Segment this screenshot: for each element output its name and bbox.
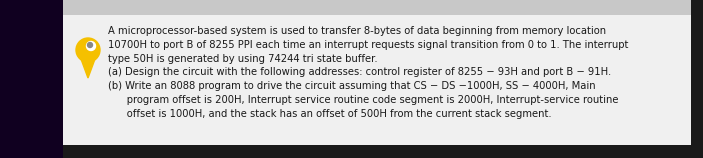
Text: (a) Design the circuit with the following addresses: control register of 8255 − : (a) Design the circuit with the followin… [108, 67, 611, 77]
Text: 10700H to port B of 8255 PPI each time an interrupt requests signal transition f: 10700H to port B of 8255 PPI each time a… [108, 40, 628, 50]
FancyBboxPatch shape [691, 0, 703, 158]
Circle shape [86, 42, 96, 51]
Polygon shape [79, 54, 97, 78]
FancyBboxPatch shape [0, 0, 63, 158]
Text: (b) Write an 8088 program to drive the circuit assuming that CS − DS −1000H, SS : (b) Write an 8088 program to drive the c… [108, 81, 595, 91]
FancyBboxPatch shape [63, 15, 691, 145]
Text: program offset is 200H, Interrupt service routine code segment is 2000H, Interru: program offset is 200H, Interrupt servic… [108, 95, 619, 105]
Text: type 50H is generated by using 74244 tri state buffer.: type 50H is generated by using 74244 tri… [108, 54, 378, 64]
Circle shape [76, 38, 100, 62]
Text: A microprocessor-based system is used to transfer 8-bytes of data beginning from: A microprocessor-based system is used to… [108, 26, 606, 36]
Circle shape [87, 43, 93, 48]
Text: offset is 1000H, and the stack has an offset of 500H from the current stack segm: offset is 1000H, and the stack has an of… [108, 109, 552, 119]
FancyBboxPatch shape [63, 145, 703, 158]
